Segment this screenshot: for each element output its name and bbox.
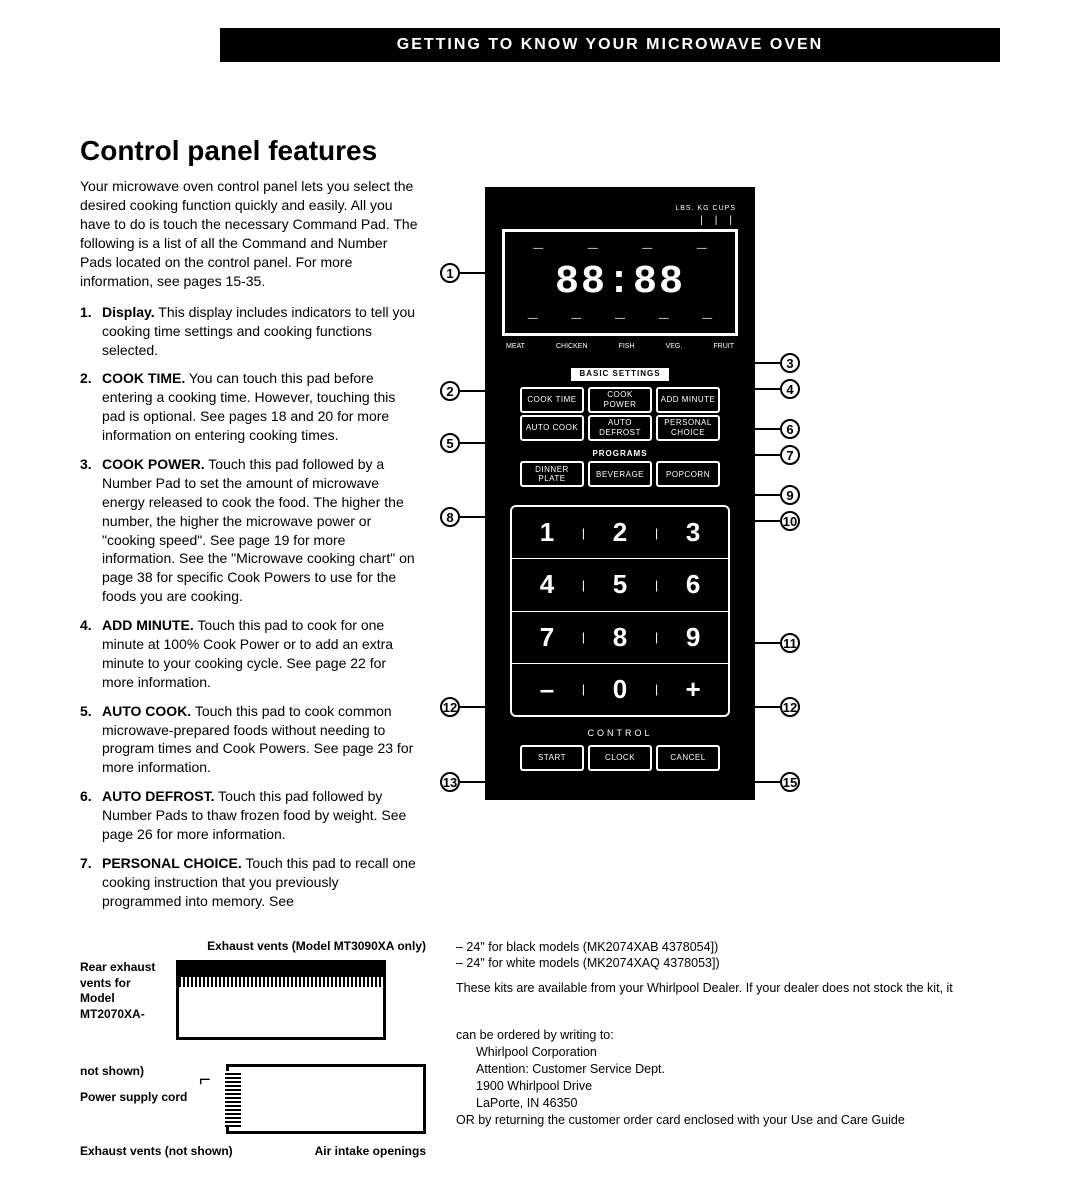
addr-1: Whirlpool Corporation <box>476 1044 1000 1061</box>
keypad-key[interactable]: 5 <box>585 567 655 602</box>
callout-12l: 12 <box>440 697 460 717</box>
units-label: LBS. KG CUPS <box>498 204 742 213</box>
keypad-key[interactable]: 3 <box>658 515 728 550</box>
feature-list: 1.Display. This display includes indicat… <box>80 303 420 911</box>
cook-row: AUTO COOKAUTO DEFROSTPERSONAL CHOICE <box>504 415 736 441</box>
display-window: ———— 88:88 ————— <box>502 229 738 336</box>
unit-ticks: ||| <box>498 214 742 228</box>
basic-row: COOK TIMECOOK POWERADD MINUTE <box>504 387 736 413</box>
intro-text: Your microwave oven control panel lets y… <box>80 177 420 290</box>
corner-icon: ⌐ <box>199 1067 211 1094</box>
food-label: CHICKEN <box>556 342 588 351</box>
addr-2: Attention: Customer Service Dept. <box>476 1061 1000 1078</box>
digits: 88:88 <box>511 256 729 310</box>
power-supply-label: Power supply cord <box>80 1090 200 1106</box>
panel-button[interactable]: COOK TIME <box>520 387 584 413</box>
panel-button[interactable]: BEVERAGE <box>588 461 652 487</box>
callout-9: 9 <box>780 485 800 505</box>
order-intro: can be ordered by writing to: <box>456 1027 1000 1044</box>
exhaust-vents-2-label: Exhaust vents (not shown) <box>80 1144 233 1160</box>
food-label: FISH <box>619 342 635 351</box>
food-label: VEG. <box>666 342 683 351</box>
basic-settings-label: BASIC SETTINGS <box>571 368 668 381</box>
feature-item: 2.COOK TIME. You can touch this pad befo… <box>80 369 420 445</box>
keypad-key[interactable]: 9 <box>658 620 728 655</box>
callout-3: 3 <box>780 353 800 373</box>
kit-black: – 24" for black models (MK2074XAB 437805… <box>456 939 1000 956</box>
panel-button[interactable]: AUTO COOK <box>520 415 584 441</box>
control-row: STARTCLOCKCANCEL <box>516 745 724 771</box>
panel-button[interactable]: PERSONAL CHOICE <box>656 415 720 441</box>
keypad-key[interactable]: 4 <box>512 567 582 602</box>
keypad-key[interactable]: 2 <box>585 515 655 550</box>
kit-white: – 24" for white models (MK2074XAQ 437805… <box>456 955 1000 972</box>
programs-label: PROGRAMS <box>498 449 742 460</box>
not-shown-label: not shown) <box>80 1064 200 1080</box>
callout-7: 7 <box>780 445 800 465</box>
feature-item: 5.AUTO COOK. Touch this pad to cook comm… <box>80 702 420 778</box>
feature-item: 6.AUTO DEFROST. Touch this pad followed … <box>80 787 420 844</box>
callout-8: 8 <box>440 507 460 527</box>
panel-button[interactable]: START <box>520 745 584 771</box>
control-label: CONTROL <box>510 727 730 739</box>
food-labels: MEAT CHICKEN FISH VEG. FRUIT <box>506 342 734 351</box>
feature-item: 1.Display. This display includes indicat… <box>80 303 420 360</box>
callout-12r: 12 <box>780 697 800 717</box>
callout-1: 1 <box>440 263 460 283</box>
panel-button[interactable]: COOK POWER <box>588 387 652 413</box>
callout-6: 6 <box>780 419 800 439</box>
exhaust-vents-label: Exhaust vents (Model MT3090XA only) <box>80 939 426 955</box>
page-title: Control panel features <box>80 132 1000 170</box>
page-header: GETTING TO KNOW YOUR MICROWAVE OVEN <box>220 28 1000 62</box>
panel-button[interactable]: POPCORN <box>656 461 720 487</box>
callout-13: 13 <box>440 772 460 792</box>
addr-4: LaPorte, IN 46350 <box>476 1095 1000 1112</box>
oven-illustration-2: ⌐ <box>226 1064 426 1134</box>
rear-exhaust-label: Rear exhaust vents for Model MT2070XA- <box>80 960 160 1022</box>
callout-5: 5 <box>440 433 460 453</box>
panel-button[interactable]: CANCEL <box>656 745 720 771</box>
panel-button[interactable]: CLOCK <box>588 745 652 771</box>
callout-4: 4 <box>780 379 800 399</box>
control-panel: LBS. KG CUPS ||| ———— 88:88 ————— MEAT CH… <box>485 187 755 799</box>
or-return: OR by returning the customer order card … <box>456 1112 1000 1129</box>
callout-15: 15 <box>780 772 800 792</box>
air-intake-label: Air intake openings <box>315 1144 426 1160</box>
callout-10: 10 <box>780 511 800 531</box>
panel-button[interactable]: AUTO DEFROST <box>588 415 652 441</box>
callout-2: 2 <box>440 381 460 401</box>
keypad-key[interactable]: – <box>512 672 582 707</box>
addr-3: 1900 Whirlpool Drive <box>476 1078 1000 1095</box>
keypad-key[interactable]: 8 <box>585 620 655 655</box>
panel-button[interactable]: DINNER PLATE <box>520 461 584 487</box>
feature-item: 4.ADD MINUTE. Touch this pad to cook for… <box>80 616 420 692</box>
kit-body: These kits are available from your Whirl… <box>456 980 1000 997</box>
keypad-key[interactable]: 6 <box>658 567 728 602</box>
oven-illustration-1 <box>176 960 386 1040</box>
feature-item: 3.COOK POWER. Touch this pad followed by… <box>80 455 420 606</box>
callout-11: 11 <box>780 633 800 653</box>
feature-item: 7.PERSONAL CHOICE. Touch this pad to rec… <box>80 854 420 911</box>
keypad: 1|2|34|5|67|8|9–|0|+ <box>510 505 730 716</box>
programs-row: DINNER PLATEBEVERAGEPOPCORN <box>504 461 736 487</box>
keypad-key[interactable]: 1 <box>512 515 582 550</box>
keypad-key[interactable]: + <box>658 672 728 707</box>
keypad-key[interactable]: 0 <box>585 672 655 707</box>
keypad-key[interactable]: 7 <box>512 620 582 655</box>
control-panel-figure: 1 2 5 8 12 13 3 4 6 7 9 10 11 12 15 <box>440 177 800 799</box>
panel-button[interactable]: ADD MINUTE <box>656 387 720 413</box>
food-label: FRUIT <box>713 342 734 351</box>
food-label: MEAT <box>506 342 525 351</box>
